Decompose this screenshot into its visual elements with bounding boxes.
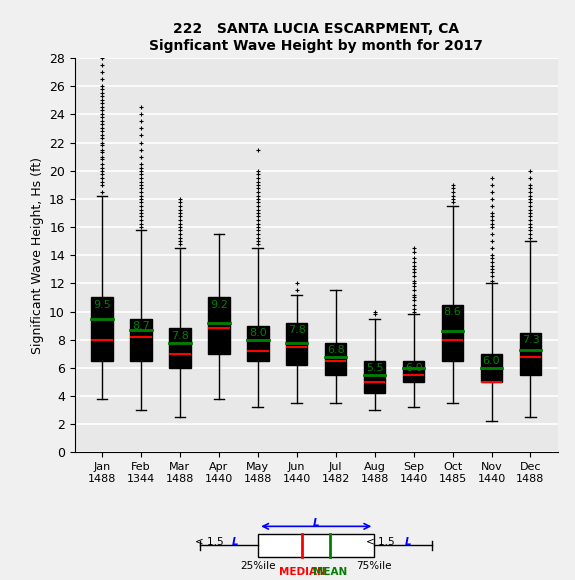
PathPatch shape [247,325,269,361]
PathPatch shape [364,361,385,393]
Title: 222   SANTA LUCIA ESCARPMENT, CA
Signficant Wave Height by month for 2017: 222 SANTA LUCIA ESCARPMENT, CA Signfican… [150,23,483,53]
Text: 8.6: 8.6 [444,307,462,317]
Text: < 1.5: < 1.5 [366,537,397,548]
Text: 25%ile: 25%ile [240,561,276,571]
PathPatch shape [91,298,113,361]
Text: L: L [313,518,320,528]
Bar [258,534,374,557]
PathPatch shape [131,318,152,361]
PathPatch shape [520,333,541,375]
PathPatch shape [442,304,463,361]
Text: 8.0: 8.0 [249,328,267,338]
Text: MEDIAN: MEDIAN [279,567,325,577]
Text: 6.0: 6.0 [405,363,423,373]
Text: 7.3: 7.3 [522,335,539,345]
Text: 8.7: 8.7 [132,321,150,331]
PathPatch shape [286,323,308,365]
PathPatch shape [169,328,191,368]
PathPatch shape [481,354,502,382]
Text: L: L [405,537,411,548]
Text: MEAN: MEAN [313,567,347,577]
PathPatch shape [325,343,347,375]
Text: 6.8: 6.8 [327,345,344,354]
Text: 9.5: 9.5 [93,300,111,310]
PathPatch shape [208,298,229,354]
Text: 7.8: 7.8 [288,325,306,335]
Text: 7.8: 7.8 [171,331,189,340]
Text: 9.2: 9.2 [210,300,228,310]
Y-axis label: Significant Wave Height, Hs (ft): Significant Wave Height, Hs (ft) [30,157,44,354]
Text: 6.0: 6.0 [483,356,500,366]
Text: 75%ile: 75%ile [356,561,392,571]
Text: < 1.5: < 1.5 [194,537,227,548]
Text: L: L [232,537,239,548]
Text: 5.5: 5.5 [366,363,384,373]
PathPatch shape [403,361,424,382]
